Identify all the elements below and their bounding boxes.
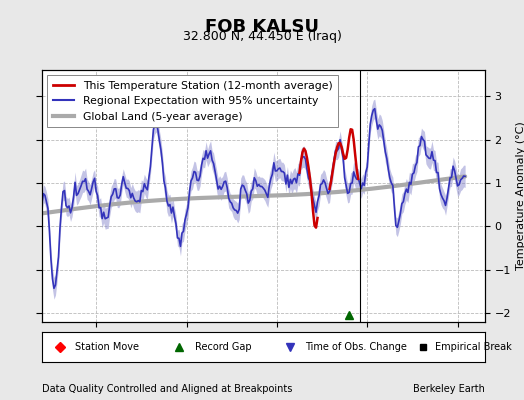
Text: Station Move: Station Move xyxy=(75,342,139,352)
Text: Record Gap: Record Gap xyxy=(195,342,252,352)
Text: Data Quality Controlled and Aligned at Breakpoints: Data Quality Controlled and Aligned at B… xyxy=(42,384,292,394)
Text: Empirical Break: Empirical Break xyxy=(435,342,512,352)
Text: FOB KALSU: FOB KALSU xyxy=(205,18,319,36)
Text: 32.800 N, 44.450 E (Iraq): 32.800 N, 44.450 E (Iraq) xyxy=(182,30,342,43)
Text: Berkeley Earth: Berkeley Earth xyxy=(413,384,485,394)
Y-axis label: Temperature Anomaly (°C): Temperature Anomaly (°C) xyxy=(517,122,524,270)
Text: Time of Obs. Change: Time of Obs. Change xyxy=(305,342,407,352)
Legend: This Temperature Station (12-month average), Regional Expectation with 95% uncer: This Temperature Station (12-month avera… xyxy=(47,76,339,127)
